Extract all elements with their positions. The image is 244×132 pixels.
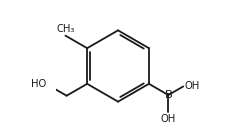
Text: OH: OH <box>161 114 176 124</box>
Text: B: B <box>164 90 172 100</box>
Text: OH: OH <box>184 81 200 91</box>
Text: HO: HO <box>30 79 46 89</box>
Text: CH₃: CH₃ <box>56 24 75 34</box>
